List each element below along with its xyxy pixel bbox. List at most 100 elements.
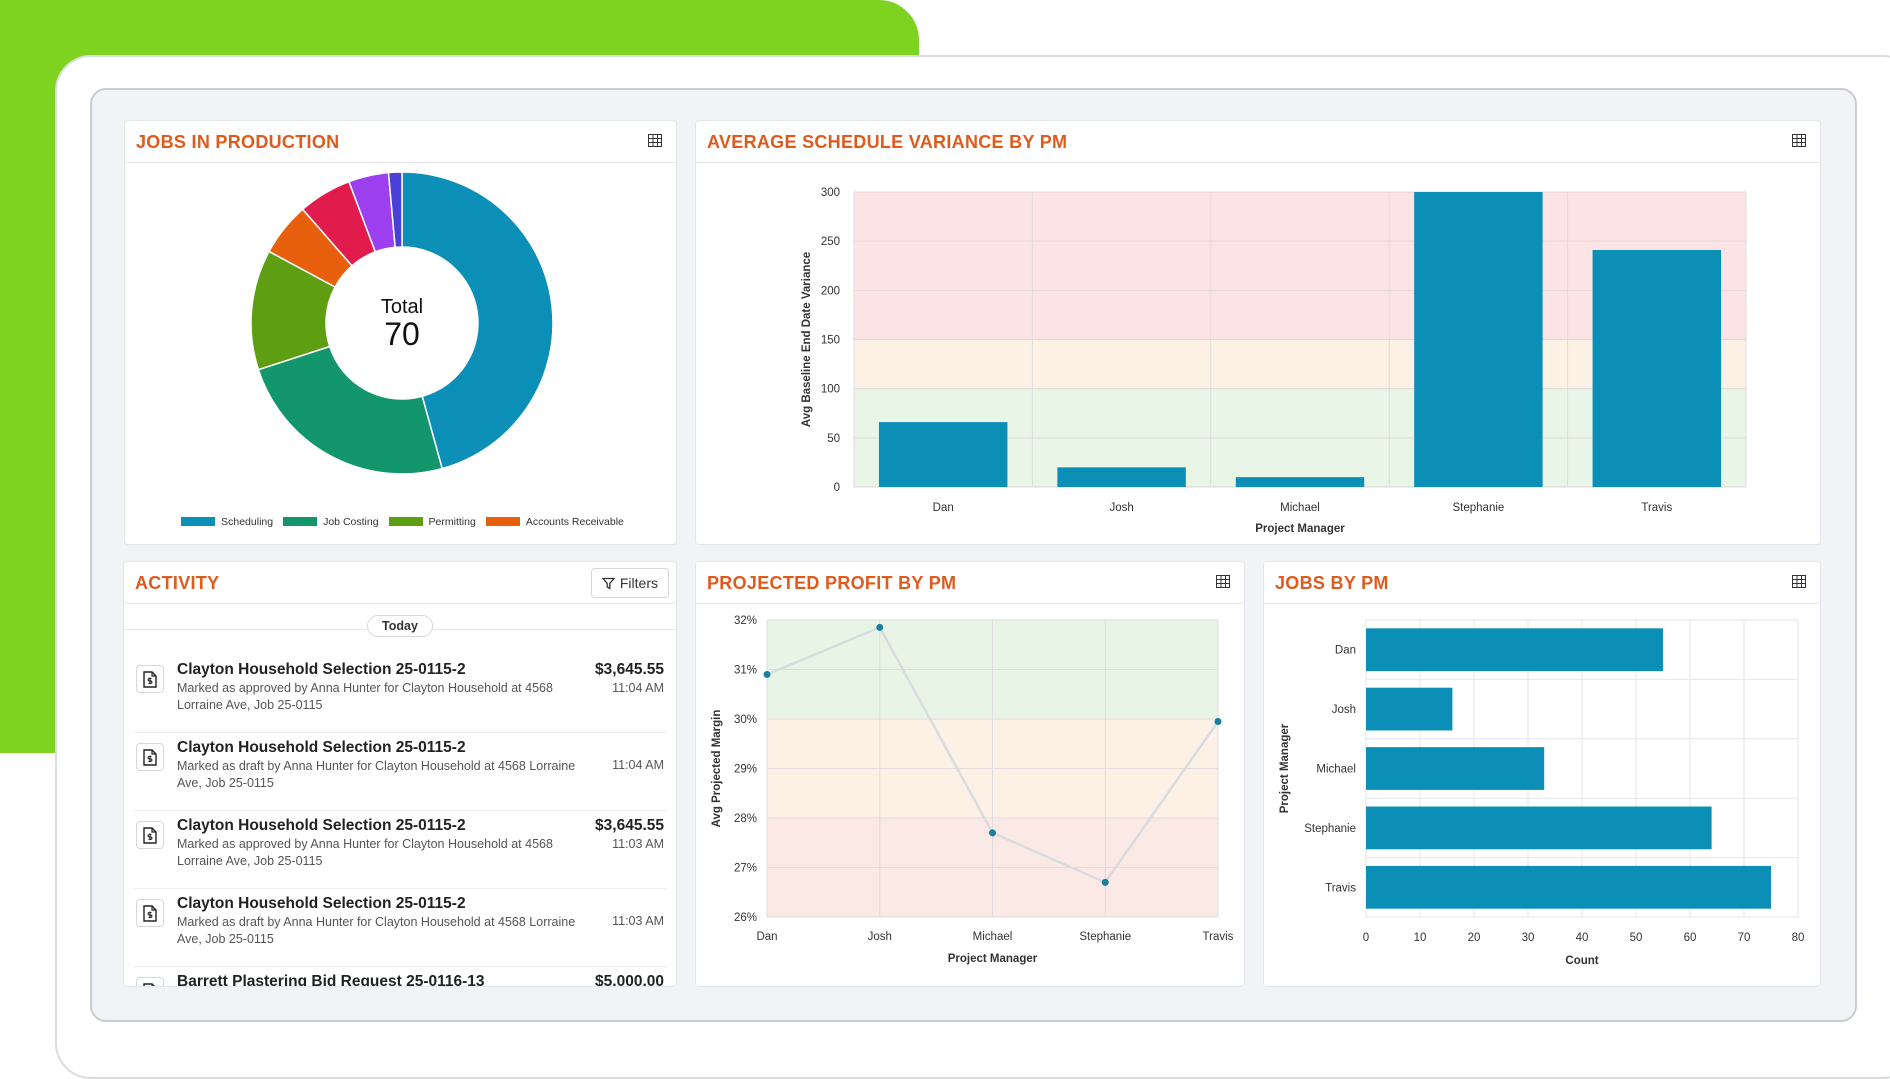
legend-item: Accounts Receivable (485, 483, 624, 544)
y-tick-label: 30% (734, 714, 757, 726)
bar (1414, 192, 1543, 487)
item-description: Marked as draft by Anna Hunter for Clayt… (177, 915, 576, 946)
table-icon[interactable] (648, 134, 662, 147)
document-icon (143, 748, 157, 766)
activity-item: Clayton Household Selection 25-0115-2 Mar… (134, 655, 666, 733)
item-icon (136, 977, 164, 986)
x-axis-label: Project Manager (1255, 523, 1345, 535)
table-icon[interactable] (1792, 575, 1806, 588)
document-icon (143, 670, 157, 688)
bar (878, 422, 1008, 487)
x-axis-label: Count (1565, 955, 1598, 967)
panel-header: PROJECTED PROFIT BY PM (696, 562, 1244, 604)
chart: 0 10 20 30 40 50 60 70 80 Dan Josh Michael Stephanie… (1279, 619, 1804, 967)
point (876, 623, 884, 631)
y-tick-label: 31% (734, 665, 757, 677)
filters-button[interactable]: Filters (590, 568, 669, 598)
chart: 26% 27% 28% 29% 30% 31% 32% Dan Josh Michael Steph… (711, 615, 1234, 965)
center-label: Total (381, 296, 423, 318)
chart: 0 50 100 150 200 250 300 Avg Baseline End Date … (801, 187, 1747, 535)
x-tick-label: 60 (1684, 932, 1697, 944)
legend-swatch (181, 517, 216, 526)
panel-title: PROJECTED PROFIT BY PM (707, 573, 957, 593)
activity-item: Clayton Household Selection 25-0115-2 Mar… (134, 733, 666, 811)
activity-feed: Today Clayton Household Selection 25-011… (124, 603, 676, 986)
item-time: 11:03 AM (612, 837, 664, 851)
panel-header: JOBS BY PM (1264, 562, 1820, 604)
x-tick-label: 0 (1363, 932, 1369, 944)
filters-label: Filters (619, 575, 658, 591)
x-tick-label: Dan (933, 502, 954, 514)
y-tick-label: Michael (1316, 764, 1356, 776)
y-tick-label: 150 (821, 335, 840, 347)
item-title: Clayton Household Selection 25-0115-2 (177, 661, 466, 678)
activity-list: Clayton Household Selection 25-0115-2 Mar… (134, 655, 666, 986)
item-amount: $3,645.55 (595, 661, 664, 678)
x-tick-label: Michael (973, 931, 1013, 943)
x-tick-label: 30 (1522, 932, 1535, 944)
table-icon[interactable] (1792, 134, 1806, 147)
item-amount: $3,645.55 (595, 817, 664, 834)
y-tick-label: 28% (734, 813, 757, 825)
panel-title: JOBS IN PRODUCTION (136, 132, 340, 152)
x-tick-label: Stephanie (1079, 931, 1131, 943)
item-title: Barrett Plastering Bid Request 25-0116-1… (177, 973, 485, 986)
item-icon (136, 899, 164, 927)
item-title: Clayton Household Selection 25-0115-2 (177, 739, 466, 756)
item-title: Clayton Household Selection 25-0115-2 (177, 895, 466, 912)
y-tick-label: Dan (1335, 645, 1356, 657)
x-tick-label: Stephanie (1453, 502, 1505, 514)
y-tick-label: 27% (734, 863, 757, 875)
legend-item: Scheduling (181, 483, 274, 544)
y-tick-label: 0 (834, 482, 840, 494)
legend-label: Job Costing (323, 515, 379, 528)
item-title: Clayton Household Selection 25-0115-2 (177, 817, 466, 834)
activity-item: Barrett Plastering Bid Request 25-0116-1… (134, 967, 666, 986)
item-description: Marked as approved by Anna Hunter for Cl… (177, 681, 553, 712)
panel-title: JOBS BY PM (1275, 573, 1389, 593)
bar (1366, 687, 1453, 731)
bar (1366, 747, 1545, 790)
bar (1592, 250, 1722, 487)
point (989, 829, 996, 837)
panel-header: ACTIVITY Filters (124, 562, 676, 604)
point (1101, 878, 1109, 886)
x-tick-label: Travis (1641, 502, 1672, 514)
donut-segment (387, 171, 403, 249)
legend-item: Job Costing (283, 483, 379, 544)
activity-item: Clayton Household Selection 25-0115-2 Mar… (134, 811, 666, 889)
y-tick-label: Josh (1332, 704, 1356, 716)
y-tick-label: 200 (821, 285, 840, 297)
bar (1235, 477, 1365, 487)
x-tick-label: 70 (1738, 932, 1751, 944)
y-tick-label: 50 (827, 433, 840, 445)
day-label: Today (367, 615, 433, 637)
item-time: 11:03 AM (612, 914, 664, 928)
panel: JOBS BY PM 0 10 20 30 40 50 60 70 80 Dan Josh Micha… (1263, 561, 1821, 987)
y-axis-label: Avg Baseline End Date Variance (801, 252, 813, 427)
document-icon (143, 826, 157, 844)
point (1214, 717, 1222, 725)
y-axis-label: Avg Projected Margin (711, 710, 723, 828)
item-time: 11:04 AM (612, 758, 664, 772)
panel-title: AVERAGE SCHEDULE VARIANCE BY PM (707, 132, 1068, 152)
filter-icon (601, 577, 615, 590)
panel: PROJECTED PROFIT BY PM 26% 27% 28% 29% 30% 31… (695, 561, 1245, 987)
x-tick-label: Dan (756, 931, 777, 943)
donut-segment (257, 345, 444, 475)
x-tick-label: Travis (1203, 931, 1234, 943)
document-icon (143, 904, 157, 922)
y-tick-label: 32% (734, 615, 757, 627)
x-tick-label: Josh (868, 931, 892, 943)
center-value: 70 (384, 316, 420, 352)
legend-swatch (388, 517, 423, 526)
x-tick-label: 50 (1630, 932, 1643, 944)
panel-header: JOBS IN PRODUCTION (125, 121, 676, 163)
x-tick-label: Josh (1109, 502, 1133, 514)
legend-label: Scheduling (221, 515, 274, 528)
y-tick-label: 26% (734, 912, 757, 924)
table-icon[interactable] (1216, 575, 1230, 588)
y-axis-label: Project Manager (1279, 723, 1291, 813)
